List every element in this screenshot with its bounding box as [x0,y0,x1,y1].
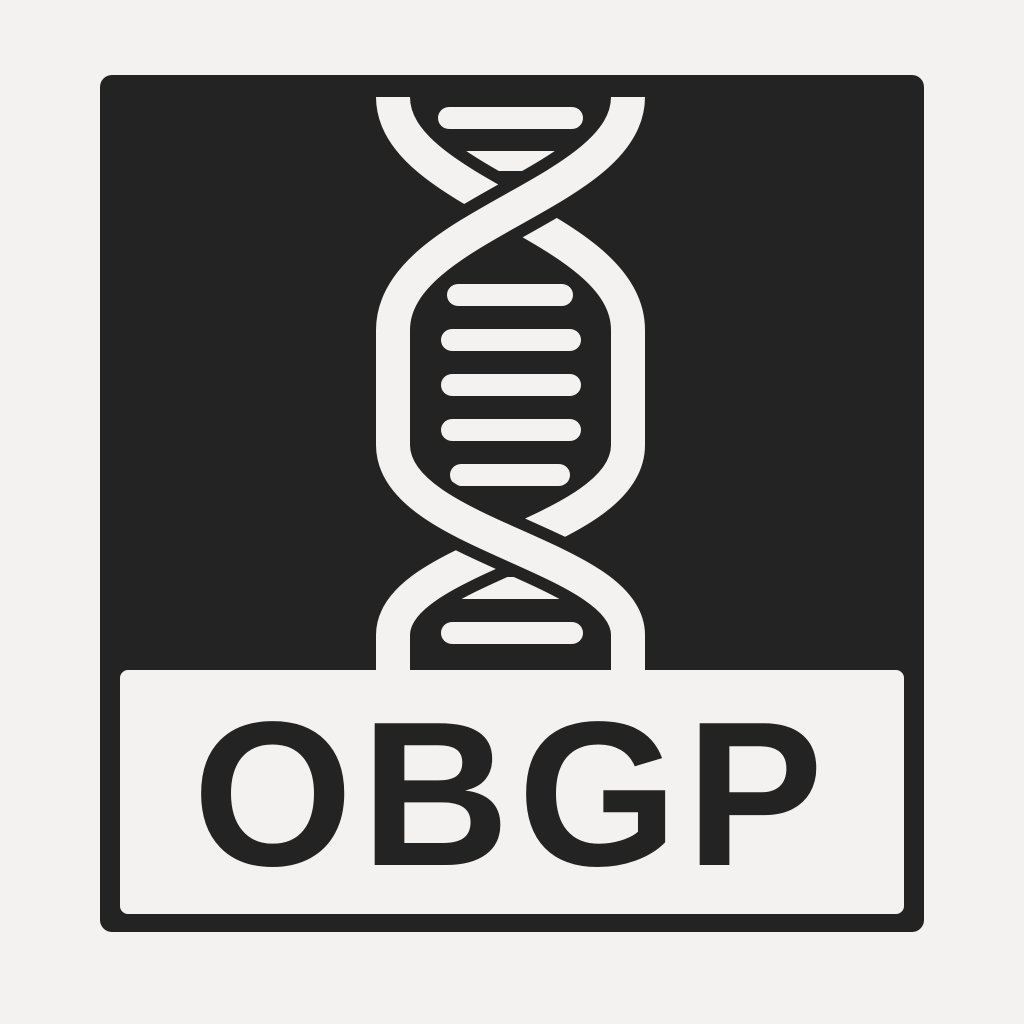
dna-double-helix-icon [363,93,657,670]
rung [447,284,573,306]
logo-wordmark: OBGP [192,679,832,909]
rung [441,622,583,644]
rung [441,374,581,396]
logo-label-panel: OBGP [120,670,904,914]
rung [450,464,570,486]
logo-frame: OBGP [100,75,924,932]
rung [441,329,581,351]
rung [441,419,581,441]
rung [438,107,583,129]
